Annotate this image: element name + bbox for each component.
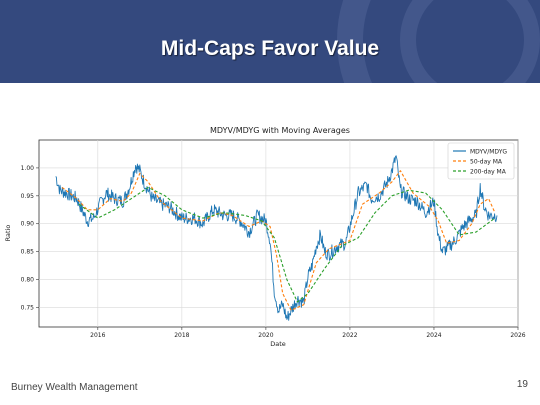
x-tick-label: 2018 [174,332,189,339]
ma50-series-line [61,170,496,311]
x-tick-label: 2024 [426,332,441,339]
x-tick-label: 2020 [258,332,273,339]
y-tick-label: 0.95 [21,193,35,200]
decorative-ring-inner [400,0,540,83]
chart-title: MDYV/MDYG with Moving Averages [210,126,350,135]
header-decoration [337,0,540,83]
ratio-series-line [55,155,498,321]
ma200-series-line [78,186,496,303]
x-tick-label: 2022 [342,332,357,339]
x-axis-label: Date [270,340,286,348]
legend-box [447,142,515,180]
decorative-ring [337,0,373,83]
slide-title: Mid-Caps Favor Value [160,37,380,60]
x-tick-label: 2026 [510,332,525,339]
y-tick-label: 0.90 [21,221,35,228]
footer-company: Burney Wealth Management [11,382,138,393]
chart-legend: MDYV/MDYG 50-day MA 200-day MA [447,142,515,180]
legend-label-50day: 50-day MA [470,159,503,166]
x-tick-label: 2016 [90,332,105,339]
y-tick-label: 0.85 [21,249,35,256]
slide-header: Mid-Caps Favor Value [0,0,540,83]
chart-container: MDYV/MDYG with Moving Averages 2016 2018 2… [0,120,540,355]
ratio-chart: MDYV/MDYG with Moving Averages 2016 2018 2… [4,126,526,348]
legend-label-ratio: MDYV/MDYG [470,149,507,156]
y-tick-label: 0.75 [21,304,35,311]
legend-label-200day: 200-day MA [470,169,507,176]
axis-ticks: 2016 2018 2020 2022 2024 2026 0.75 0.80 0.85 0.90… [21,165,526,339]
page-number: 19 [516,379,528,390]
y-tick-label: 0.80 [21,277,35,284]
y-axis-label: Ratio [4,225,12,242]
series-lines [55,155,498,321]
y-tick-label: 1.00 [21,165,35,172]
